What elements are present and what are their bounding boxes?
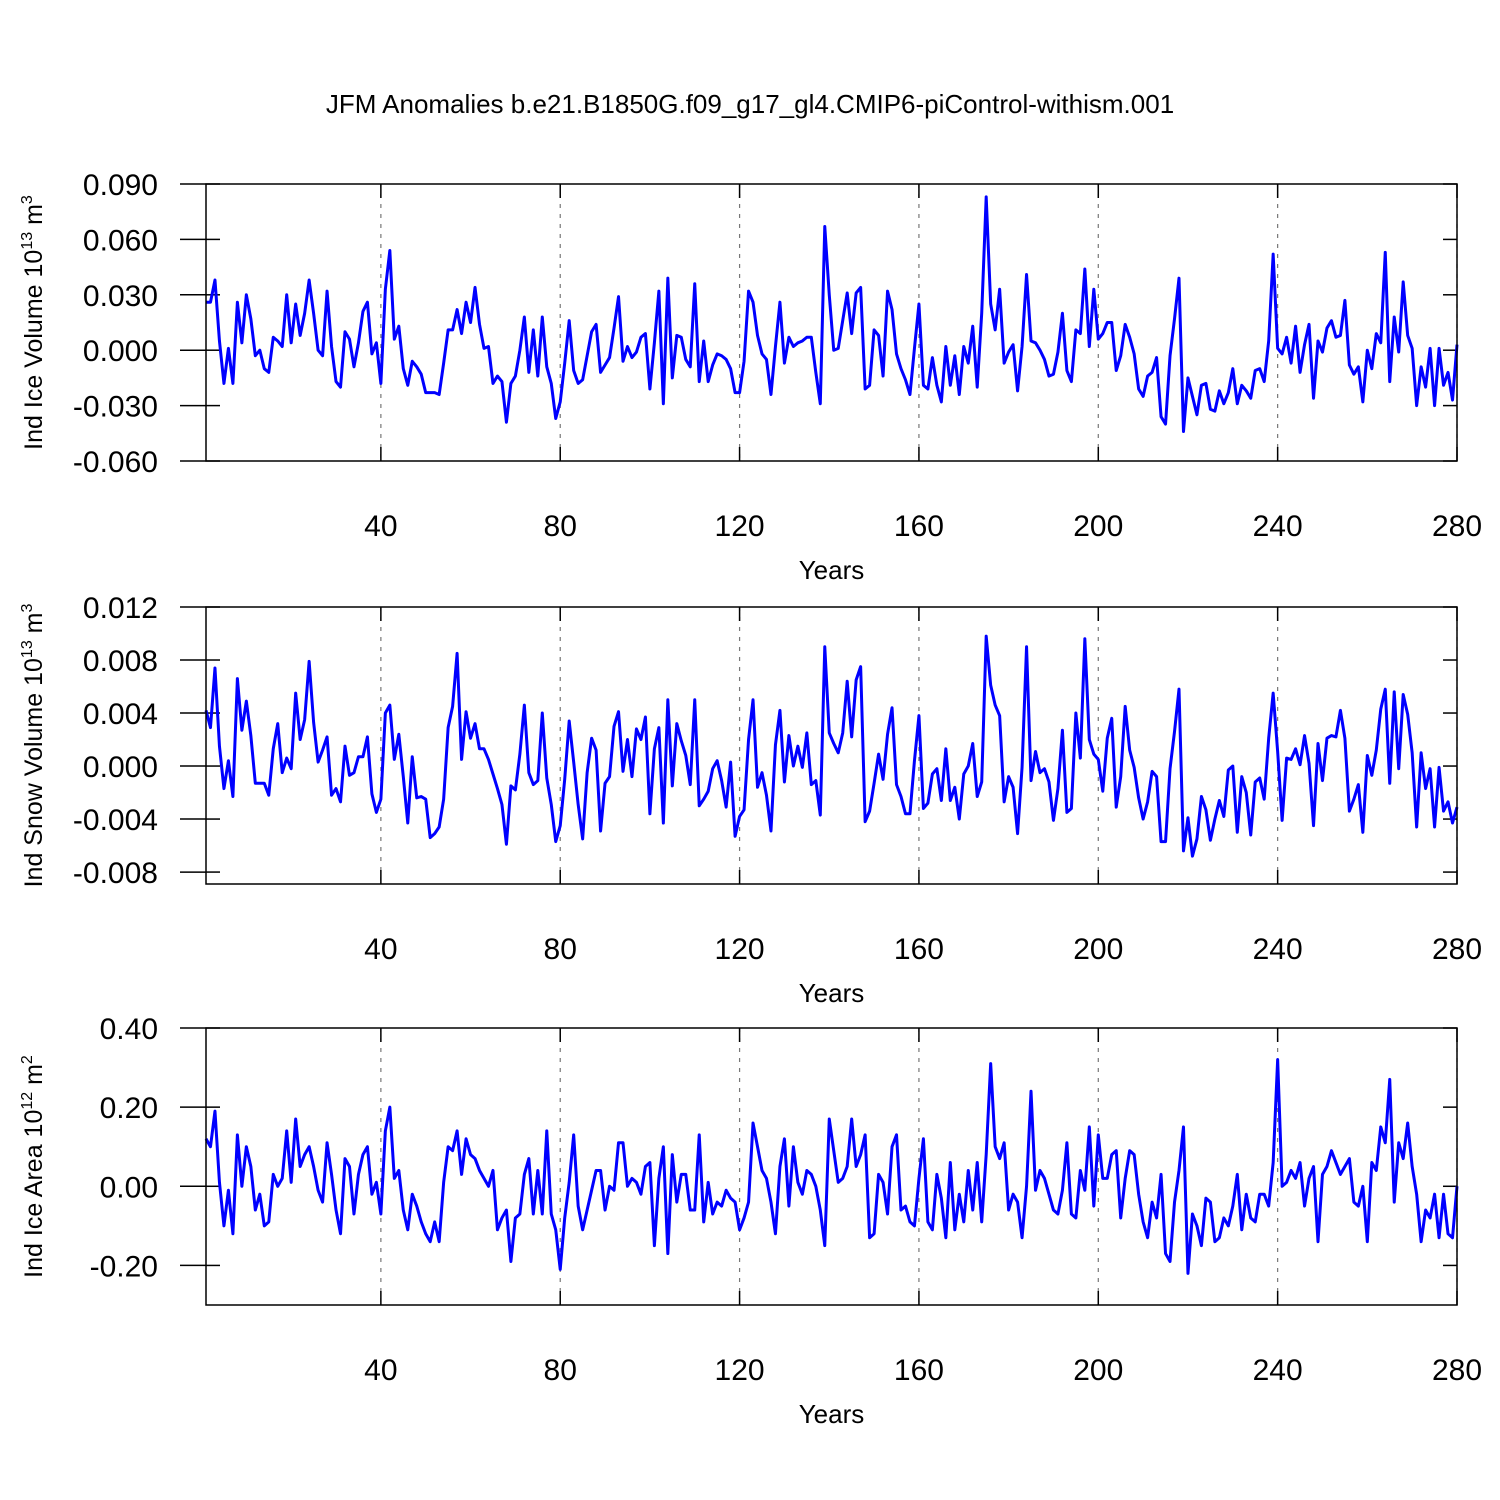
x-tick-label: 120 xyxy=(715,1354,765,1387)
data-line xyxy=(204,1058,1459,1275)
x-tick-label: 40 xyxy=(364,510,397,543)
y-axis-label-exponent: 3 xyxy=(19,195,36,204)
y-axis-label-part: Ind Ice Area 10 xyxy=(20,1110,48,1278)
y-axis-label-exponent: 13 xyxy=(19,232,36,250)
figure-title: JFM Anomalies b.e21.B1850G.f09_g17_gl4.C… xyxy=(326,89,1174,119)
x-axis-label: Years xyxy=(799,555,865,585)
y-axis-label: Ind Ice Volume 1013 m3 xyxy=(19,195,48,450)
x-tick-label: 240 xyxy=(1253,933,1303,966)
x-tick-label: 80 xyxy=(544,933,577,966)
x-tick-label: 280 xyxy=(1432,933,1482,966)
y-tick-label: 0.060 xyxy=(83,224,158,257)
x-tick-label: 40 xyxy=(364,933,397,966)
x-tick-label: 240 xyxy=(1253,510,1303,543)
x-tick-label: 80 xyxy=(544,1354,577,1387)
plot-frame xyxy=(205,606,1458,885)
y-tick-label: 0.012 xyxy=(83,592,158,625)
y-axis-label-part: m xyxy=(20,204,48,232)
x-axis-label: Years xyxy=(799,1399,865,1429)
x-tick-label: 280 xyxy=(1432,1354,1482,1387)
y-axis-label: Ind Snow Volume 1013 m3 xyxy=(19,604,48,888)
y-axis-label-exponent: 2 xyxy=(19,1055,36,1064)
x-tick-label: 160 xyxy=(894,933,944,966)
y-tick-label: -0.008 xyxy=(73,857,158,890)
x-tick-label: 200 xyxy=(1073,933,1123,966)
x-tick-label: 80 xyxy=(544,510,577,543)
x-tick-label: 280 xyxy=(1432,510,1482,543)
x-tick-label: 240 xyxy=(1253,1354,1303,1387)
x-tick-label: 200 xyxy=(1073,1354,1123,1387)
x-tick-label: 120 xyxy=(715,933,765,966)
y-axis-label-part: m xyxy=(20,1064,48,1092)
y-tick-label: 0.000 xyxy=(83,751,158,784)
y-tick-label: 0.090 xyxy=(83,169,158,202)
y-tick-label: 0.000 xyxy=(83,335,158,368)
y-tick-label: -0.060 xyxy=(73,446,158,479)
y-tick-label: 0.00 xyxy=(100,1171,158,1204)
data-line xyxy=(204,634,1459,858)
y-tick-label: 0.40 xyxy=(100,1013,158,1046)
y-tick-label: -0.030 xyxy=(73,391,158,424)
plot-frame xyxy=(205,183,1458,462)
x-tick-label: 160 xyxy=(894,510,944,543)
y-tick-label: 0.008 xyxy=(83,645,158,678)
y-axis-label-part: Ind Ice Volume 10 xyxy=(20,250,48,450)
x-tick-label: 200 xyxy=(1073,510,1123,543)
y-tick-label: -0.004 xyxy=(73,804,158,837)
y-axis-label-exponent: 12 xyxy=(19,1092,36,1110)
y-axis-label-exponent: 3 xyxy=(19,604,36,613)
data-line xyxy=(206,195,1459,433)
x-axis-label: Years xyxy=(799,978,865,1008)
y-axis-label-exponent: 13 xyxy=(19,640,36,658)
y-axis-label: Ind Ice Area 1012 m2 xyxy=(19,1055,48,1278)
y-axis-label-part: m xyxy=(20,613,48,641)
y-axis-label-part: Ind Snow Volume 10 xyxy=(20,658,48,887)
plot-frame xyxy=(205,1027,1458,1306)
y-tick-label: 0.030 xyxy=(83,280,158,313)
y-tick-label: -0.20 xyxy=(90,1250,158,1283)
y-tick-label: 0.20 xyxy=(100,1092,158,1125)
x-tick-label: 40 xyxy=(364,1354,397,1387)
x-tick-label: 160 xyxy=(894,1354,944,1387)
x-tick-label: 120 xyxy=(715,510,765,543)
y-tick-label: 0.004 xyxy=(83,698,158,731)
